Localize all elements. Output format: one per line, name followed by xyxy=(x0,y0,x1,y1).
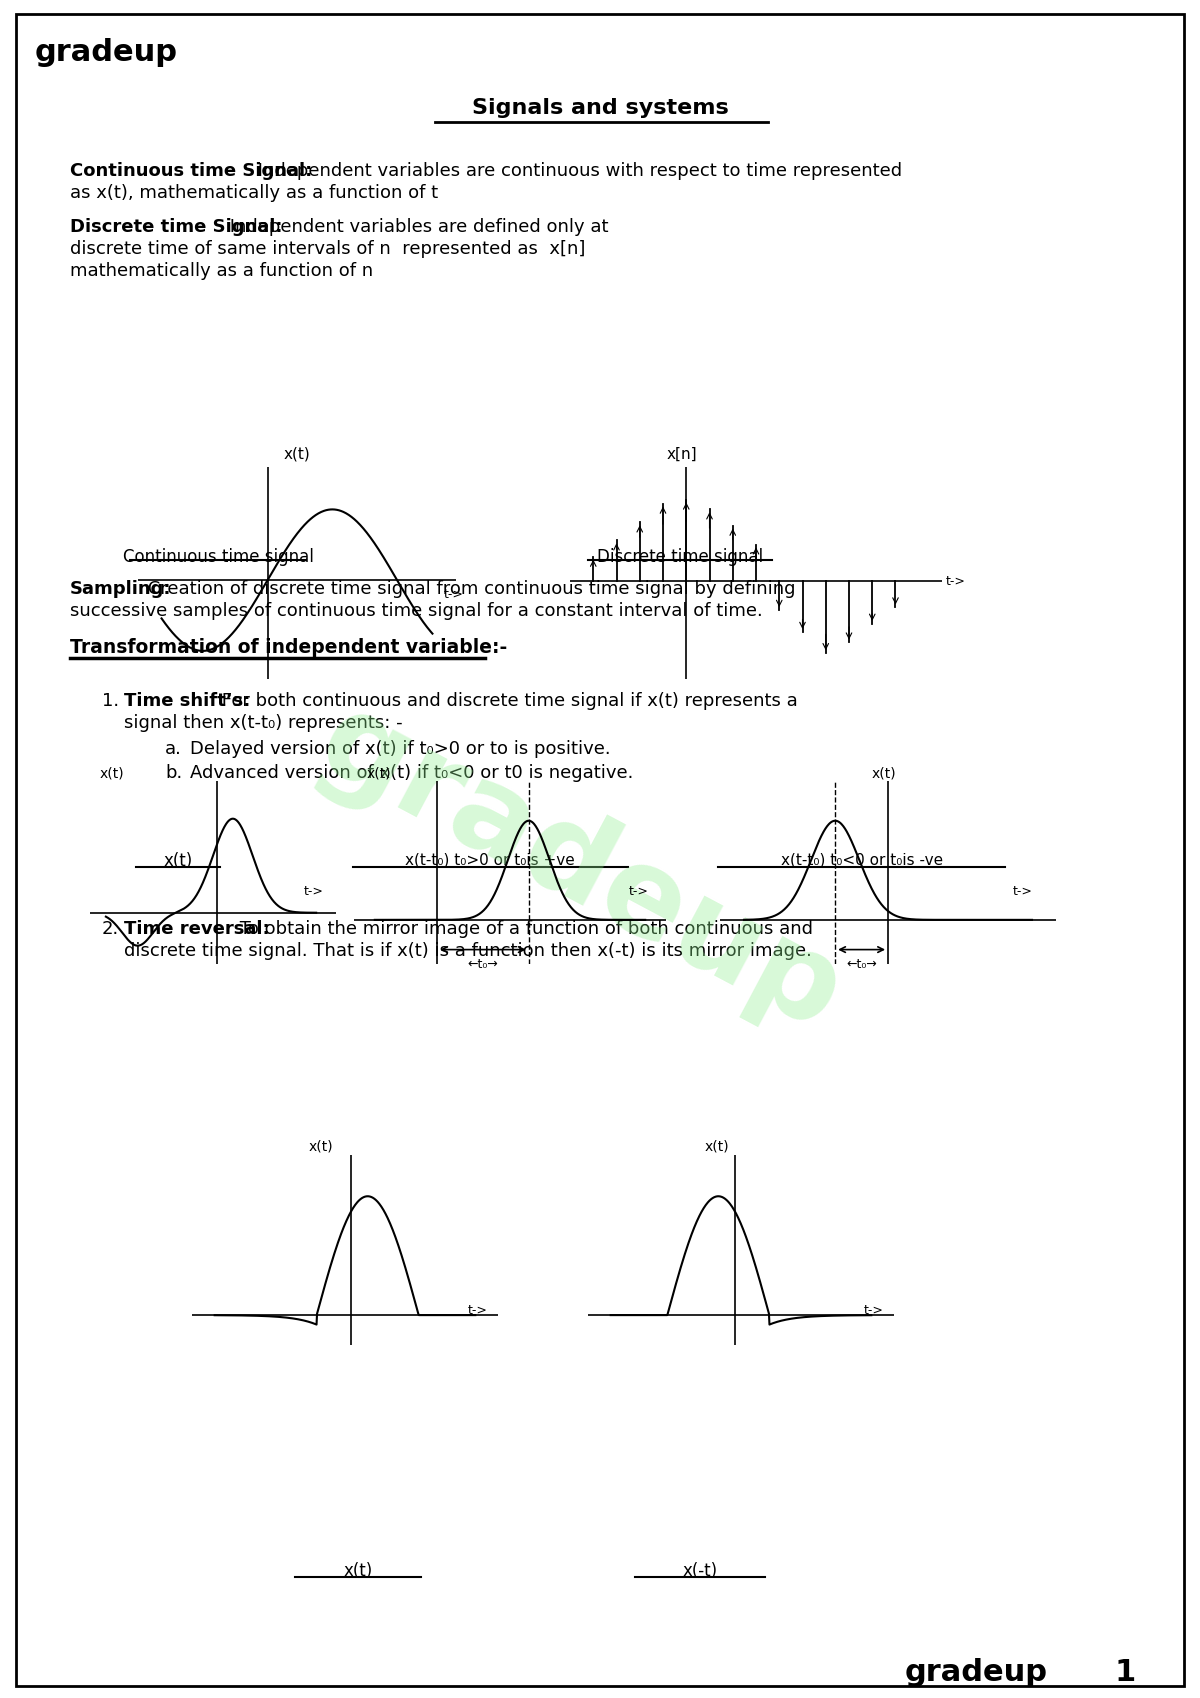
Text: x(t): x(t) xyxy=(100,766,125,781)
Text: t->: t-> xyxy=(468,1304,487,1318)
Text: x[n]: x[n] xyxy=(666,447,697,462)
Text: signal then x(t-t₀) represents: -: signal then x(t-t₀) represents: - xyxy=(124,713,403,732)
Text: successive samples of continuous time signal for a constant interval of time.: successive samples of continuous time si… xyxy=(70,603,763,620)
Text: t->: t-> xyxy=(629,885,648,898)
Text: Independent variables are defined only at: Independent variables are defined only a… xyxy=(224,217,608,236)
Text: as x(t), mathematically as a function of t: as x(t), mathematically as a function of… xyxy=(70,183,438,202)
Text: a.: a. xyxy=(166,740,182,757)
Text: Time reversal:: Time reversal: xyxy=(124,920,270,937)
Text: x(t): x(t) xyxy=(283,447,311,462)
Text: ←t₀→: ←t₀→ xyxy=(468,958,498,971)
Text: x(t): x(t) xyxy=(366,766,391,781)
Text: Creation of discrete time signal from continuous time signal by defining: Creation of discrete time signal from co… xyxy=(142,581,796,598)
Text: Time shift’s:: Time shift’s: xyxy=(124,693,251,710)
Text: x(t-t₀) t₀<0 or t₀is -ve: x(t-t₀) t₀<0 or t₀is -ve xyxy=(781,852,943,868)
Text: Discrete time Signal:: Discrete time Signal: xyxy=(70,217,282,236)
Text: For both continuous and discrete time signal if x(t) represents a: For both continuous and discrete time si… xyxy=(216,693,798,710)
Text: mathematically as a function of n: mathematically as a function of n xyxy=(70,261,373,280)
Text: x(t): x(t) xyxy=(343,1562,373,1581)
Text: Continuous time Signal:: Continuous time Signal: xyxy=(70,161,312,180)
Text: gradeup: gradeup xyxy=(35,37,178,66)
Text: Sampling:: Sampling: xyxy=(70,581,172,598)
Text: x(t): x(t) xyxy=(871,766,896,781)
Text: x(t): x(t) xyxy=(308,1139,332,1155)
Text: t->: t-> xyxy=(1013,885,1032,898)
Text: Delayed version of x(t) if t₀>0 or to is positive.: Delayed version of x(t) if t₀>0 or to is… xyxy=(190,740,611,757)
Text: x(t-t₀) t₀>0 or t₀is +ve: x(t-t₀) t₀>0 or t₀is +ve xyxy=(406,852,575,868)
Text: t->: t-> xyxy=(946,576,966,588)
Text: 1: 1 xyxy=(1115,1657,1136,1688)
Text: Independent variables are continuous with respect to time represented: Independent variables are continuous wit… xyxy=(252,161,902,180)
Text: Advanced version of x(t) if t₀<0 or t0 is negative.: Advanced version of x(t) if t₀<0 or t0 i… xyxy=(190,764,634,783)
Text: x(t): x(t) xyxy=(704,1139,728,1155)
Text: gradeup: gradeup xyxy=(299,683,862,1058)
Text: 2.: 2. xyxy=(102,920,119,937)
Text: gradeup: gradeup xyxy=(905,1657,1048,1688)
Text: Transformation of independent variable:-: Transformation of independent variable:- xyxy=(70,638,508,657)
Text: Signals and systems: Signals and systems xyxy=(472,98,728,117)
Text: Continuous time signal: Continuous time signal xyxy=(122,548,313,565)
Text: ←t₀→: ←t₀→ xyxy=(846,958,877,971)
Text: t->: t-> xyxy=(304,885,324,898)
Text: b.: b. xyxy=(166,764,182,783)
Text: x(-t): x(-t) xyxy=(683,1562,718,1581)
Text: t->: t-> xyxy=(443,588,463,601)
Text: 1.: 1. xyxy=(102,693,119,710)
Text: x(t): x(t) xyxy=(163,852,193,869)
Text: discrete time of same intervals of n  represented as  x[n]: discrete time of same intervals of n rep… xyxy=(70,239,586,258)
Text: t->: t-> xyxy=(864,1304,883,1318)
Text: discrete time signal. That is if x(t) is a function then x(-t) is its mirror ima: discrete time signal. That is if x(t) is… xyxy=(124,942,812,959)
Text: To obtain the mirror image of a function of both continuous and: To obtain the mirror image of a function… xyxy=(234,920,814,937)
Text: Discrete time signal: Discrete time signal xyxy=(596,548,763,565)
